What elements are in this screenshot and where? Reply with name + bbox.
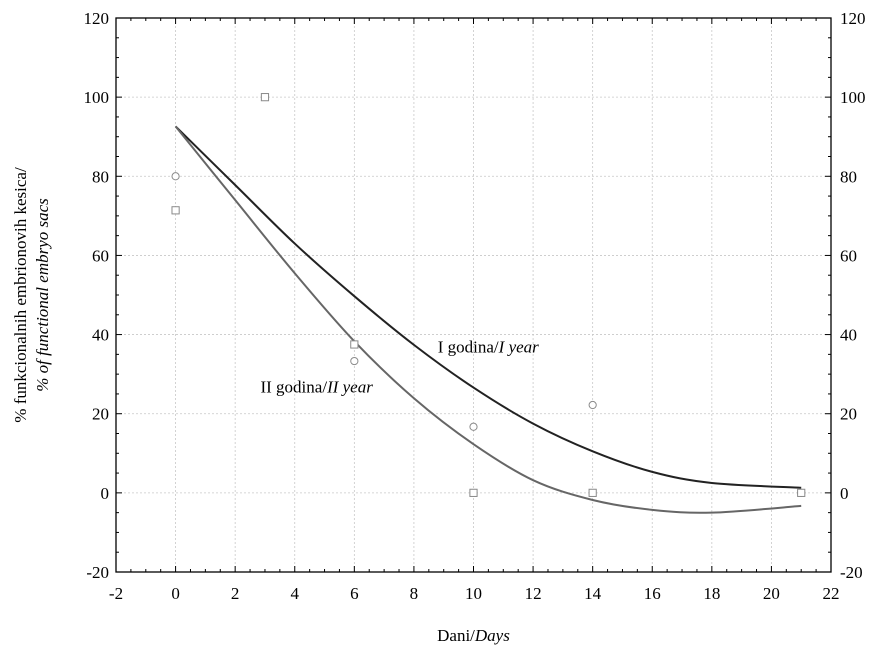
point-square: [797, 488, 806, 497]
y-tick-label-right: 40: [840, 326, 857, 345]
x-tick-label: 12: [525, 584, 542, 603]
x-tick-label: -2: [109, 584, 123, 603]
y-tick-label-right: 100: [840, 88, 866, 107]
y-axis-title-line2: % of functional embryo sacs: [33, 198, 52, 392]
x-tick-label: 2: [231, 584, 240, 603]
point-circle: [350, 356, 359, 366]
x-tick-label: 4: [291, 584, 300, 603]
x-tick-label: 10: [465, 584, 482, 603]
series-label-i-year: I godina/I year: [438, 337, 539, 356]
y-axis-title-line1: % funkcionalnih embrionovih kesica/: [11, 167, 30, 423]
series-label-ii-year: II godina/II year: [260, 378, 373, 397]
x-tick-label: 8: [410, 584, 419, 603]
x-tick-label: 14: [584, 584, 602, 603]
fit-curve-series-2: [174, 125, 802, 514]
x-tick-label: 16: [644, 584, 661, 603]
y-tick-label-right: -20: [840, 563, 863, 582]
y-tick-label-left: 100: [84, 88, 110, 107]
x-tick-label: 20: [763, 584, 780, 603]
y-tick-label-left: 0: [101, 484, 110, 503]
point-circle: [588, 400, 597, 410]
plot-frame: [115, 17, 832, 573]
series-label-i-year-italic: I year: [498, 337, 540, 356]
point-square: [469, 488, 478, 497]
y-tick-label-left: 20: [92, 405, 109, 424]
x-tick-label: 6: [350, 584, 359, 603]
y-tick-label-left: 60: [92, 246, 109, 265]
y-tick-label-left: 80: [92, 167, 109, 186]
y-tick-label-right: 120: [840, 9, 866, 28]
x-axis-title-plain: Dani/: [437, 626, 475, 645]
data-points: [171, 93, 806, 497]
y-tick-label-right: 0: [840, 484, 849, 503]
point-square: [171, 206, 180, 215]
x-tick-label: 0: [171, 584, 180, 603]
fit-curves: [174, 125, 802, 514]
series-label-i-year-plain: I godina/: [438, 337, 499, 356]
point-circle: [469, 422, 478, 431]
x-tick-label: 22: [823, 584, 840, 603]
x-axis-title: Dani/Days: [437, 626, 510, 645]
y-tick-label-right: 60: [840, 246, 857, 265]
y-tick-label-right: 20: [840, 405, 857, 424]
x-axis-title-italic: Days: [474, 626, 510, 645]
y-tick-label-right: 80: [840, 167, 857, 186]
series-label-ii-year-italic: II year: [326, 378, 373, 397]
y-tick-label-left: 120: [84, 9, 110, 28]
point-circle: [171, 172, 180, 181]
point-square: [350, 340, 359, 349]
point-square: [260, 93, 270, 102]
fit-curve-series-1: [174, 125, 802, 489]
x-tick-label: 18: [703, 584, 720, 603]
point-square: [588, 488, 597, 497]
y-tick-label-left: -20: [86, 563, 109, 582]
y-tick-label-left: 40: [92, 326, 109, 345]
series-label-ii-year-plain: II godina/: [260, 378, 327, 397]
